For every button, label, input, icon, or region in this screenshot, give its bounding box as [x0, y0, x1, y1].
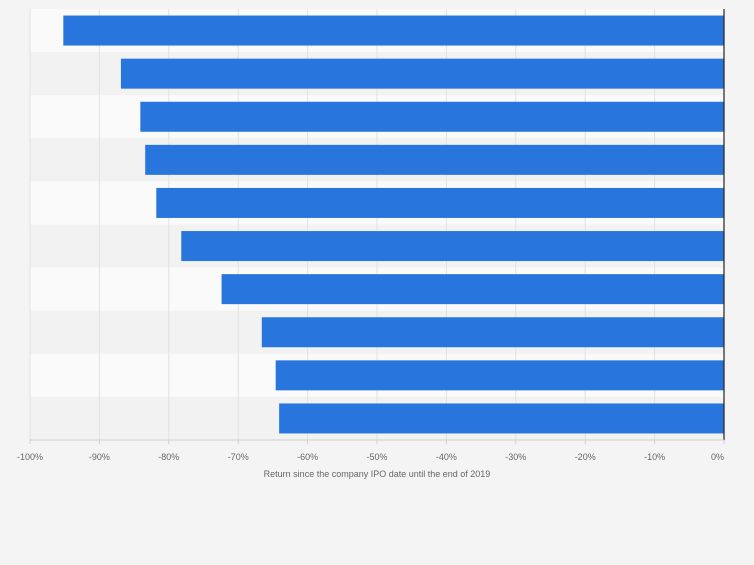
bar	[261, 317, 724, 348]
x-tick-label: 0%	[711, 452, 724, 462]
x-tick-label: -60%	[297, 452, 318, 462]
bar	[140, 101, 724, 132]
x-tick-label: -70%	[228, 452, 249, 462]
bar	[279, 403, 724, 434]
x-tick-label: -90%	[89, 452, 110, 462]
bars	[63, 15, 725, 434]
bar	[120, 58, 724, 89]
x-tick-label: -80%	[158, 452, 179, 462]
x-axis-title: Return since the company IPO date until …	[264, 469, 491, 479]
x-axis: -100% -90% -80% -70% -60% -50% -40% -30% -20% -10…	[17, 9, 725, 462]
x-tick-label: -30%	[505, 452, 526, 462]
bar	[63, 15, 724, 46]
x-tick-label: -50%	[366, 452, 387, 462]
bar	[145, 144, 725, 175]
bar	[221, 274, 724, 305]
x-tick-label: -40%	[436, 452, 457, 462]
bar	[156, 187, 725, 218]
x-tick-label: -20%	[575, 452, 596, 462]
bar	[275, 360, 724, 391]
bar	[181, 231, 725, 262]
x-tick-label: -10%	[644, 452, 665, 462]
x-tick-label: -100%	[17, 452, 43, 462]
